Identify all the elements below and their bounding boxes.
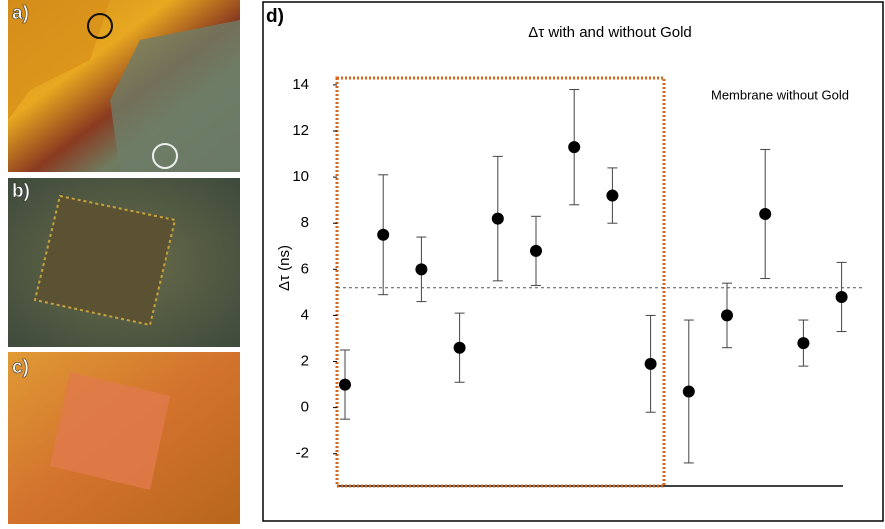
chart-title: Δτ with and without Gold [528,24,692,41]
y-axis-label: Δτ (ns) [276,245,293,291]
point [606,189,619,202]
y-tick-label: 6 [301,260,309,277]
point [415,263,428,276]
y-tick-label: 4 [301,306,309,323]
point [453,341,466,354]
point [568,141,581,154]
image-a: a) [8,0,240,172]
image-b: b) [8,178,240,347]
image-c: c) [8,352,240,524]
point [644,357,657,370]
point [530,244,542,257]
point [835,290,848,303]
point [721,309,733,322]
group-box [335,76,666,488]
panel-label: b) [12,181,30,202]
panel-label: d) [266,6,284,27]
point [339,378,351,391]
point [377,228,390,241]
y-tick-label: -2 [296,445,309,462]
y-tick-label: 0 [301,399,309,416]
chart-frame [262,1,884,522]
y-tick-label: 14 [292,76,309,93]
point [682,385,695,398]
annotation: Membrane without Gold [711,87,849,102]
point [491,212,504,225]
panel-label: a) [12,3,29,24]
y-tick-label: 10 [292,168,309,185]
y-tick-label: 12 [292,122,309,139]
y-tick-label: 8 [301,214,309,231]
panel-label: c) [12,357,29,378]
point [759,208,772,220]
y-tick-label: 2 [301,352,309,369]
point [797,337,810,350]
